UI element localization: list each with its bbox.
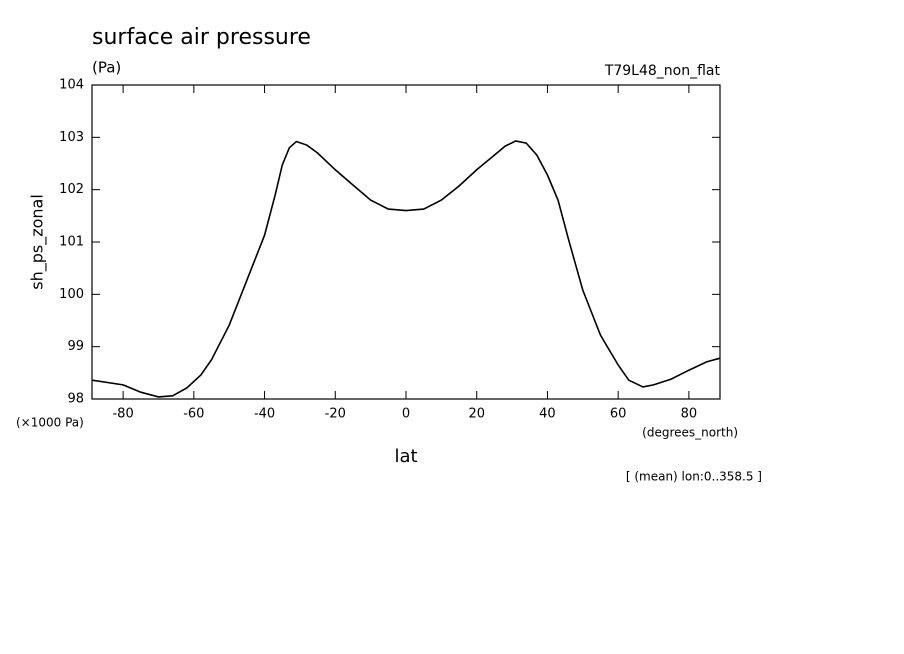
y-axis-label: sh_ps_zonal xyxy=(28,194,48,290)
x-tick-label: 60 xyxy=(610,407,627,422)
x-unit-note: (degrees_north) xyxy=(642,426,738,440)
y-tick-label: 99 xyxy=(67,339,84,354)
y-tick-label: 104 xyxy=(59,78,84,93)
y-tick-label: 103 xyxy=(59,130,84,145)
x-tick-label: 20 xyxy=(468,407,485,422)
x-tick-label: -80 xyxy=(112,407,133,422)
x-tick-label: -60 xyxy=(183,407,204,422)
x-tick-label: 40 xyxy=(539,407,556,422)
x-tick-label: -40 xyxy=(254,407,275,422)
y-tick-label: 101 xyxy=(59,235,84,250)
x-tick-label: -20 xyxy=(325,407,346,422)
annotation: [ (mean) lon:0..358.5 ] xyxy=(626,470,762,484)
dataset-label: T79L48_non_flat xyxy=(604,63,721,79)
y-tick-label: 102 xyxy=(59,182,84,197)
x-axis-label: lat xyxy=(394,446,417,467)
y-unit-note: (×1000 Pa) xyxy=(16,416,84,430)
x-tick-label: 0 xyxy=(402,407,410,422)
chart-title: surface air pressure xyxy=(92,25,311,50)
y-tick-label: 98 xyxy=(67,392,84,407)
y-tick-label: 100 xyxy=(59,287,84,302)
x-tick-label: 80 xyxy=(681,407,698,422)
data-line xyxy=(91,140,721,398)
units: (Pa) xyxy=(92,59,121,77)
